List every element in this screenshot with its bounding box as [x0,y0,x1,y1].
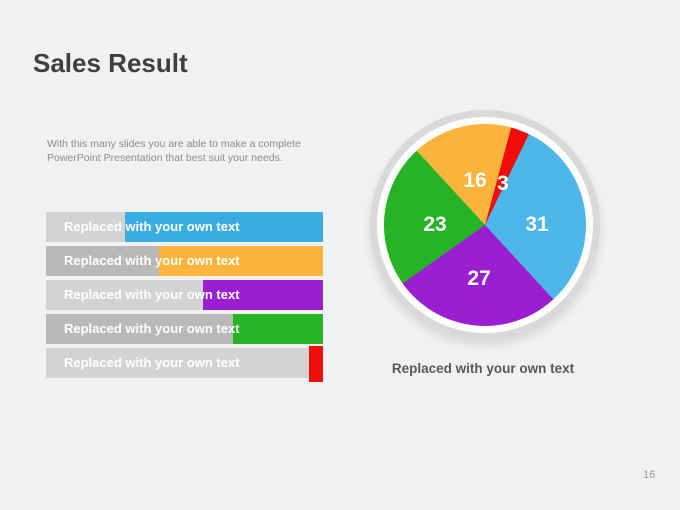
bar-fill [159,246,323,276]
bar-fill [124,212,323,242]
bar-row: Replaced with your own text [46,246,323,276]
bar-row: Replaced with your own text [46,346,323,382]
bar-row: Replaced with your own text [46,212,323,242]
bar-label: Replaced with your own text [64,253,240,268]
bar-fill [308,346,323,382]
pie-disk: 3 31 27 23 16 [384,124,586,326]
bar-fill [232,314,323,344]
bar-chart: Replaced with your own text Replaced wit… [46,212,323,382]
bar-fill [203,280,323,310]
pie-slice-label: 3 [497,172,509,195]
pie-slice-label: 31 [525,213,549,236]
bar-label: Replaced with your own text [64,287,240,302]
bar-row: Replaced with your own text [46,280,323,310]
pie-slice-label: 27 [467,267,491,290]
pie-chart: 3 31 27 23 16 [370,110,600,340]
bar-label: Replaced with your own text [64,321,240,336]
pie-slice-label: 23 [423,213,447,236]
slide-title: Sales Result [33,48,188,78]
pie-caption: Replaced with your own text [391,361,575,376]
page-number: 16 [643,469,656,481]
bar-label: Replaced with your own text [64,355,240,370]
bar-label: Replaced with your own text [64,219,240,234]
intro-text: With this many slides you are able to ma… [47,138,301,164]
pie-slice-label: 16 [463,169,487,192]
bar-row: Replaced with your own text [46,314,323,344]
